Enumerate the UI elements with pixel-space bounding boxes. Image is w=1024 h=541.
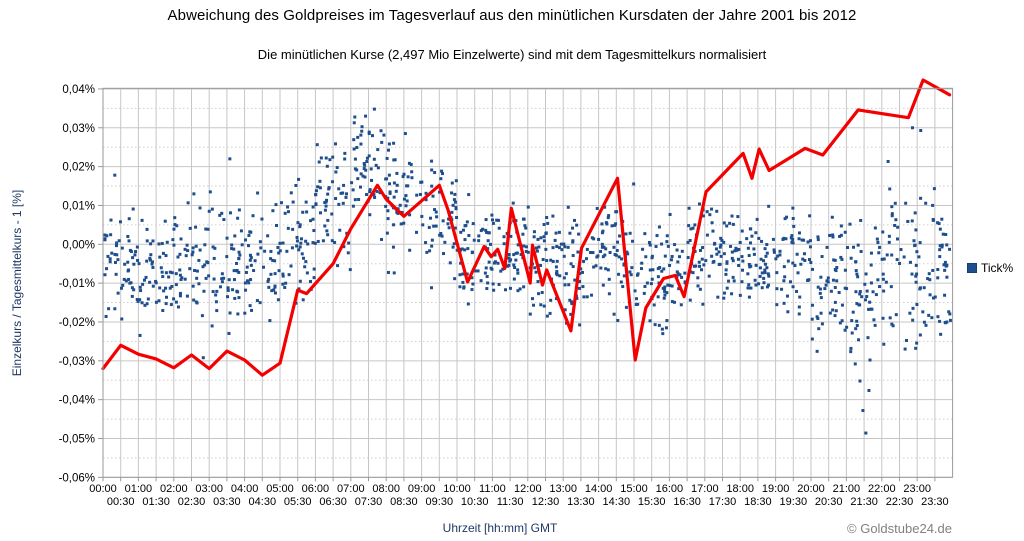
svg-text:07:00: 07:00 xyxy=(337,483,365,495)
svg-text:-0,02%: -0,02% xyxy=(59,317,95,329)
svg-text:0,00%: 0,00% xyxy=(62,239,95,251)
svg-text:09:30: 09:30 xyxy=(426,496,454,508)
svg-text:04:30: 04:30 xyxy=(249,496,277,508)
svg-text:04:00: 04:00 xyxy=(231,483,259,495)
legend: Tick% xyxy=(967,261,1013,275)
svg-text:03:30: 03:30 xyxy=(213,496,241,508)
svg-text:16:30: 16:30 xyxy=(673,496,701,508)
svg-text:11:00: 11:00 xyxy=(479,483,506,495)
svg-text:-0,06%: -0,06% xyxy=(59,472,95,484)
svg-text:-0,04%: -0,04% xyxy=(59,395,95,407)
svg-text:22:30: 22:30 xyxy=(886,496,914,508)
svg-text:13:00: 13:00 xyxy=(549,483,577,495)
chart-title: Abweichung des Goldpreises im Tagesverla… xyxy=(167,7,857,24)
svg-text:06:30: 06:30 xyxy=(319,496,347,508)
svg-text:19:30: 19:30 xyxy=(780,496,808,508)
svg-text:-0,05%: -0,05% xyxy=(59,434,95,446)
svg-text:23:30: 23:30 xyxy=(921,496,949,508)
svg-text:10:30: 10:30 xyxy=(461,496,489,508)
svg-text:00:30: 00:30 xyxy=(107,496,135,508)
svg-text:11:30: 11:30 xyxy=(497,496,524,508)
svg-text:18:30: 18:30 xyxy=(744,496,772,508)
svg-text:19:00: 19:00 xyxy=(762,483,790,495)
svg-text:0,04%: 0,04% xyxy=(62,84,95,96)
svg-text:01:30: 01:30 xyxy=(142,496,170,508)
svg-text:22:00: 22:00 xyxy=(868,483,896,495)
svg-text:14:00: 14:00 xyxy=(585,483,613,495)
svg-text:-0,01%: -0,01% xyxy=(59,278,95,290)
svg-text:12:00: 12:00 xyxy=(514,483,542,495)
svg-text:17:30: 17:30 xyxy=(709,496,737,508)
svg-text:18:00: 18:00 xyxy=(726,483,754,495)
svg-text:20:30: 20:30 xyxy=(815,496,843,508)
svg-text:-0,03%: -0,03% xyxy=(59,356,95,368)
svg-text:08:00: 08:00 xyxy=(372,483,400,495)
svg-text:03:00: 03:00 xyxy=(195,483,223,495)
svg-text:16:00: 16:00 xyxy=(656,483,684,495)
svg-text:23:00: 23:00 xyxy=(903,483,931,495)
svg-text:12:30: 12:30 xyxy=(532,496,560,508)
svg-text:05:00: 05:00 xyxy=(266,483,294,495)
svg-text:20:00: 20:00 xyxy=(797,483,825,495)
legend-swatch-icon xyxy=(967,263,977,273)
svg-text:0,02%: 0,02% xyxy=(62,162,95,174)
svg-text:15:00: 15:00 xyxy=(620,483,648,495)
svg-text:02:30: 02:30 xyxy=(178,496,206,508)
svg-text:15:30: 15:30 xyxy=(638,496,666,508)
svg-text:14:30: 14:30 xyxy=(603,496,631,508)
svg-text:13:30: 13:30 xyxy=(567,496,595,508)
svg-text:09:00: 09:00 xyxy=(408,483,436,495)
svg-text:08:30: 08:30 xyxy=(390,496,418,508)
x-axis-title: Uhrzeit [hh:mm] GMT xyxy=(442,521,558,535)
svg-text:21:00: 21:00 xyxy=(833,483,861,495)
svg-text:07:30: 07:30 xyxy=(355,496,383,508)
svg-text:06:00: 06:00 xyxy=(302,483,330,495)
y-axis-title: Einzelkurs / Tagesmittelkurs - 1 [%] xyxy=(10,189,24,377)
watermark: © Goldstube24.de xyxy=(847,521,952,536)
svg-text:17:00: 17:00 xyxy=(691,483,719,495)
chart-subtitle: Die minütlichen Kurse (2,497 Mio Einzelw… xyxy=(257,47,767,62)
legend-label: Tick% xyxy=(981,261,1014,275)
scatter-series-tick xyxy=(103,107,952,435)
svg-text:10:00: 10:00 xyxy=(443,483,471,495)
svg-text:0,03%: 0,03% xyxy=(62,123,95,135)
svg-text:01:00: 01:00 xyxy=(125,483,153,495)
svg-text:0,01%: 0,01% xyxy=(62,200,95,212)
svg-text:21:30: 21:30 xyxy=(850,496,878,508)
svg-text:05:30: 05:30 xyxy=(284,496,312,508)
svg-text:02:00: 02:00 xyxy=(160,483,188,495)
svg-text:00:00: 00:00 xyxy=(89,483,117,495)
trend-line-red xyxy=(101,78,952,377)
